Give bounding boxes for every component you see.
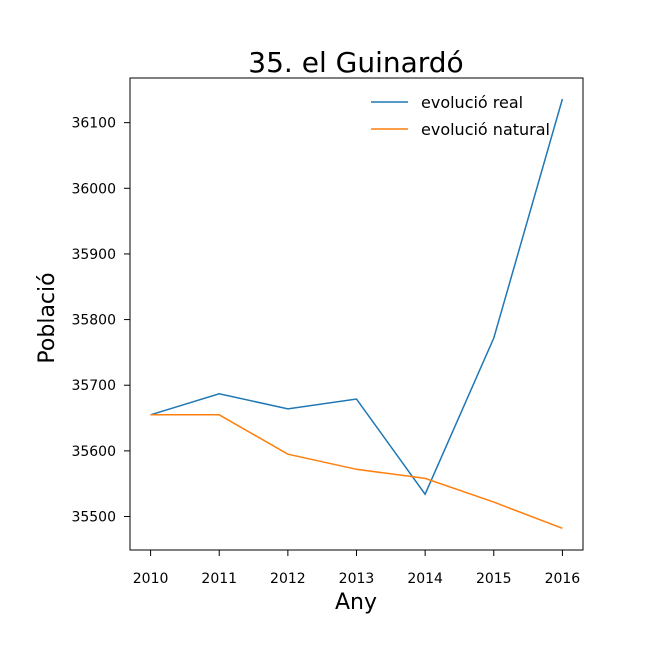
y-axis: 35500 35600 35700 35800 35900 36000 36100 [71,116,130,526]
chart-title: 35. el Guinardó [248,46,463,79]
y-tick-label: 35800 [71,313,116,329]
x-tick-label: 2010 [133,571,169,587]
series-group [150,98,564,530]
x-tick-label: 2014 [407,571,443,587]
y-tick-label: 36000 [71,181,116,197]
plot-frame [129,77,584,551]
legend-label-0: evolució real [421,93,523,112]
y-tick-label: 35700 [71,378,116,394]
x-tick-label: 2015 [476,571,512,587]
y-tick-label: 36100 [71,116,116,132]
legend: evolució real evolució natural [371,93,550,139]
series-line-1 [150,414,563,530]
y-tick-label: 35600 [71,444,116,460]
y-tick-label: 35900 [71,247,116,263]
x-tick-label: 2013 [339,571,375,587]
y-axis-label: Població [35,272,60,363]
legend-label-1: evolució natural [421,120,550,139]
x-tick-label: 2016 [545,571,581,587]
x-axis: 2010 2011 2012 2013 2014 2015 2016 [133,550,581,587]
x-tick-label: 2012 [270,571,306,587]
plot-area [129,77,584,551]
series-line-0 [150,98,564,496]
x-axis-label: Any [335,590,377,615]
x-tick-label: 2011 [201,571,237,587]
y-tick-label: 35500 [71,510,116,526]
